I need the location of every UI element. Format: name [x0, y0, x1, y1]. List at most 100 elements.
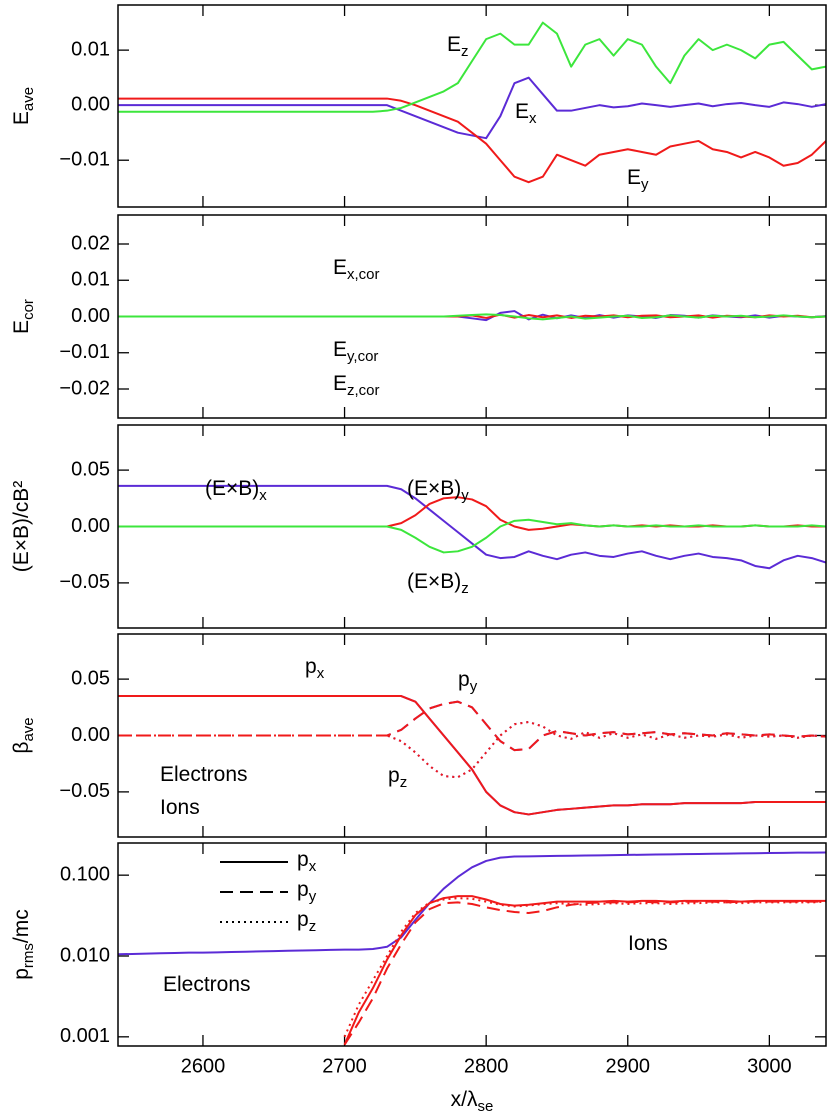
plot-area — [118, 851, 826, 1046]
y-axis-label-part: ave — [20, 87, 37, 111]
series-line — [118, 76, 826, 140]
annotation-part: (E×B) — [205, 477, 259, 500]
panel-frame — [117, 842, 827, 1047]
annotation-part: E — [333, 372, 347, 395]
legend-label: pz — [297, 908, 316, 935]
y-axis-label-part: rms — [20, 943, 37, 968]
panel-frame — [117, 4, 827, 208]
legend-label-part: p — [297, 908, 309, 931]
y-tick-label: −0.01 — [59, 341, 110, 363]
annotation-part: y — [641, 176, 649, 193]
y-tick-label: 0.05 — [71, 458, 110, 480]
annotation-part: x — [317, 665, 325, 682]
x-axis-label-part: se — [478, 1098, 494, 1115]
annotation-part: E — [333, 338, 347, 361]
series-line — [118, 21, 826, 113]
x-tick-label: 2900 — [606, 1055, 651, 1077]
y-tick-label: 0.01 — [71, 38, 110, 60]
annotation: pz — [388, 764, 407, 791]
y-tick-label: 0.01 — [71, 269, 110, 291]
series-line — [118, 496, 826, 531]
annotation-part: Electrons — [163, 973, 251, 996]
x-axis-label-part: x/λ — [451, 1088, 478, 1111]
y-axis-label-part: (E×B)/cB² — [10, 481, 33, 573]
annotation-part: (E×B) — [407, 570, 461, 593]
series-line — [118, 484, 826, 570]
series-line — [118, 700, 826, 752]
series-line — [118, 700, 826, 752]
plot-area — [118, 310, 826, 322]
series-line — [118, 851, 826, 956]
annotation-part: z — [400, 774, 408, 791]
annotation-part: E — [333, 256, 347, 279]
x-tick-label: 2800 — [464, 1055, 509, 1077]
panel-frame — [117, 214, 827, 419]
series-line — [118, 695, 826, 816]
legend-label-part: p — [297, 848, 309, 871]
y-axis-label-part: cor — [20, 299, 37, 320]
series-line — [343, 900, 826, 1046]
legend-label-part: x — [309, 858, 317, 875]
annotation-part: z — [461, 580, 469, 597]
y-axis-label: Ecor — [10, 299, 37, 334]
y-tick-label: 0.02 — [71, 232, 110, 254]
y-axis-label-part: E — [10, 320, 33, 334]
annotation: px — [305, 655, 325, 682]
plot-area — [118, 695, 826, 816]
y-axis-label-part: E — [10, 111, 33, 125]
legend-label-part: z — [309, 918, 317, 935]
y-tick-label: 0.00 — [71, 724, 110, 746]
annotation-part: x — [529, 110, 537, 127]
annotation-part: y — [461, 487, 469, 504]
annotation: Ex,cor — [333, 256, 380, 283]
legend-label-part: p — [297, 878, 309, 901]
plot-area — [118, 21, 826, 184]
legend-label-part: y — [309, 888, 317, 905]
annotation: (E×B)x — [205, 477, 267, 504]
y-axis-label: Eave — [10, 87, 37, 125]
annotation: (E×B)y — [407, 477, 469, 504]
x-tick-label: 2700 — [322, 1055, 367, 1077]
series-line — [118, 97, 826, 184]
y-axis-label: βave — [10, 717, 37, 753]
annotation: Ey — [627, 166, 649, 193]
annotation: Ez — [447, 33, 469, 60]
y-tick-label: −0.02 — [59, 377, 110, 399]
y-tick-label: 0.00 — [71, 93, 110, 115]
y-tick-label: −0.01 — [59, 148, 110, 170]
y-tick-label: 0.001 — [60, 1025, 110, 1047]
annotation-part: E — [627, 166, 641, 189]
annotation-part: z,cor — [347, 382, 380, 399]
y-axis-label: (E×B)/cB² — [10, 481, 33, 573]
series-line — [118, 313, 826, 321]
annotation-part: z — [461, 43, 469, 60]
y-axis-label: prms/mc — [10, 909, 37, 980]
panel-frame — [117, 424, 827, 629]
annotation-part: E — [447, 33, 461, 56]
annotation-part: p — [458, 668, 470, 691]
legend-label: px — [297, 848, 317, 875]
annotation-part: (E×B) — [407, 477, 461, 500]
annotation-part: Ions — [628, 932, 668, 955]
y-tick-label: −0.05 — [59, 571, 110, 593]
y-tick-label: 0.05 — [71, 667, 110, 689]
y-tick-label: 0.00 — [71, 515, 110, 537]
annotation-part: x — [259, 487, 267, 504]
legend-label: py — [297, 878, 317, 905]
y-axis-label-part: β — [10, 742, 33, 754]
annotation-part: Electrons — [160, 763, 248, 786]
y-axis-label-part: p — [10, 968, 33, 980]
y-tick-label: 0.100 — [60, 863, 110, 885]
annotation-part: p — [305, 655, 317, 678]
annotation: Ex — [515, 100, 537, 127]
annotation: (E×B)z — [407, 570, 469, 597]
annotation: Ions — [160, 796, 200, 819]
y-axis-label-part: ave — [20, 717, 37, 741]
y-tick-label: 0.010 — [60, 944, 110, 966]
series-line — [118, 518, 826, 554]
annotation: Ez,cor — [333, 372, 380, 399]
annotation: Ions — [628, 932, 668, 955]
annotation-part: y — [470, 678, 478, 695]
